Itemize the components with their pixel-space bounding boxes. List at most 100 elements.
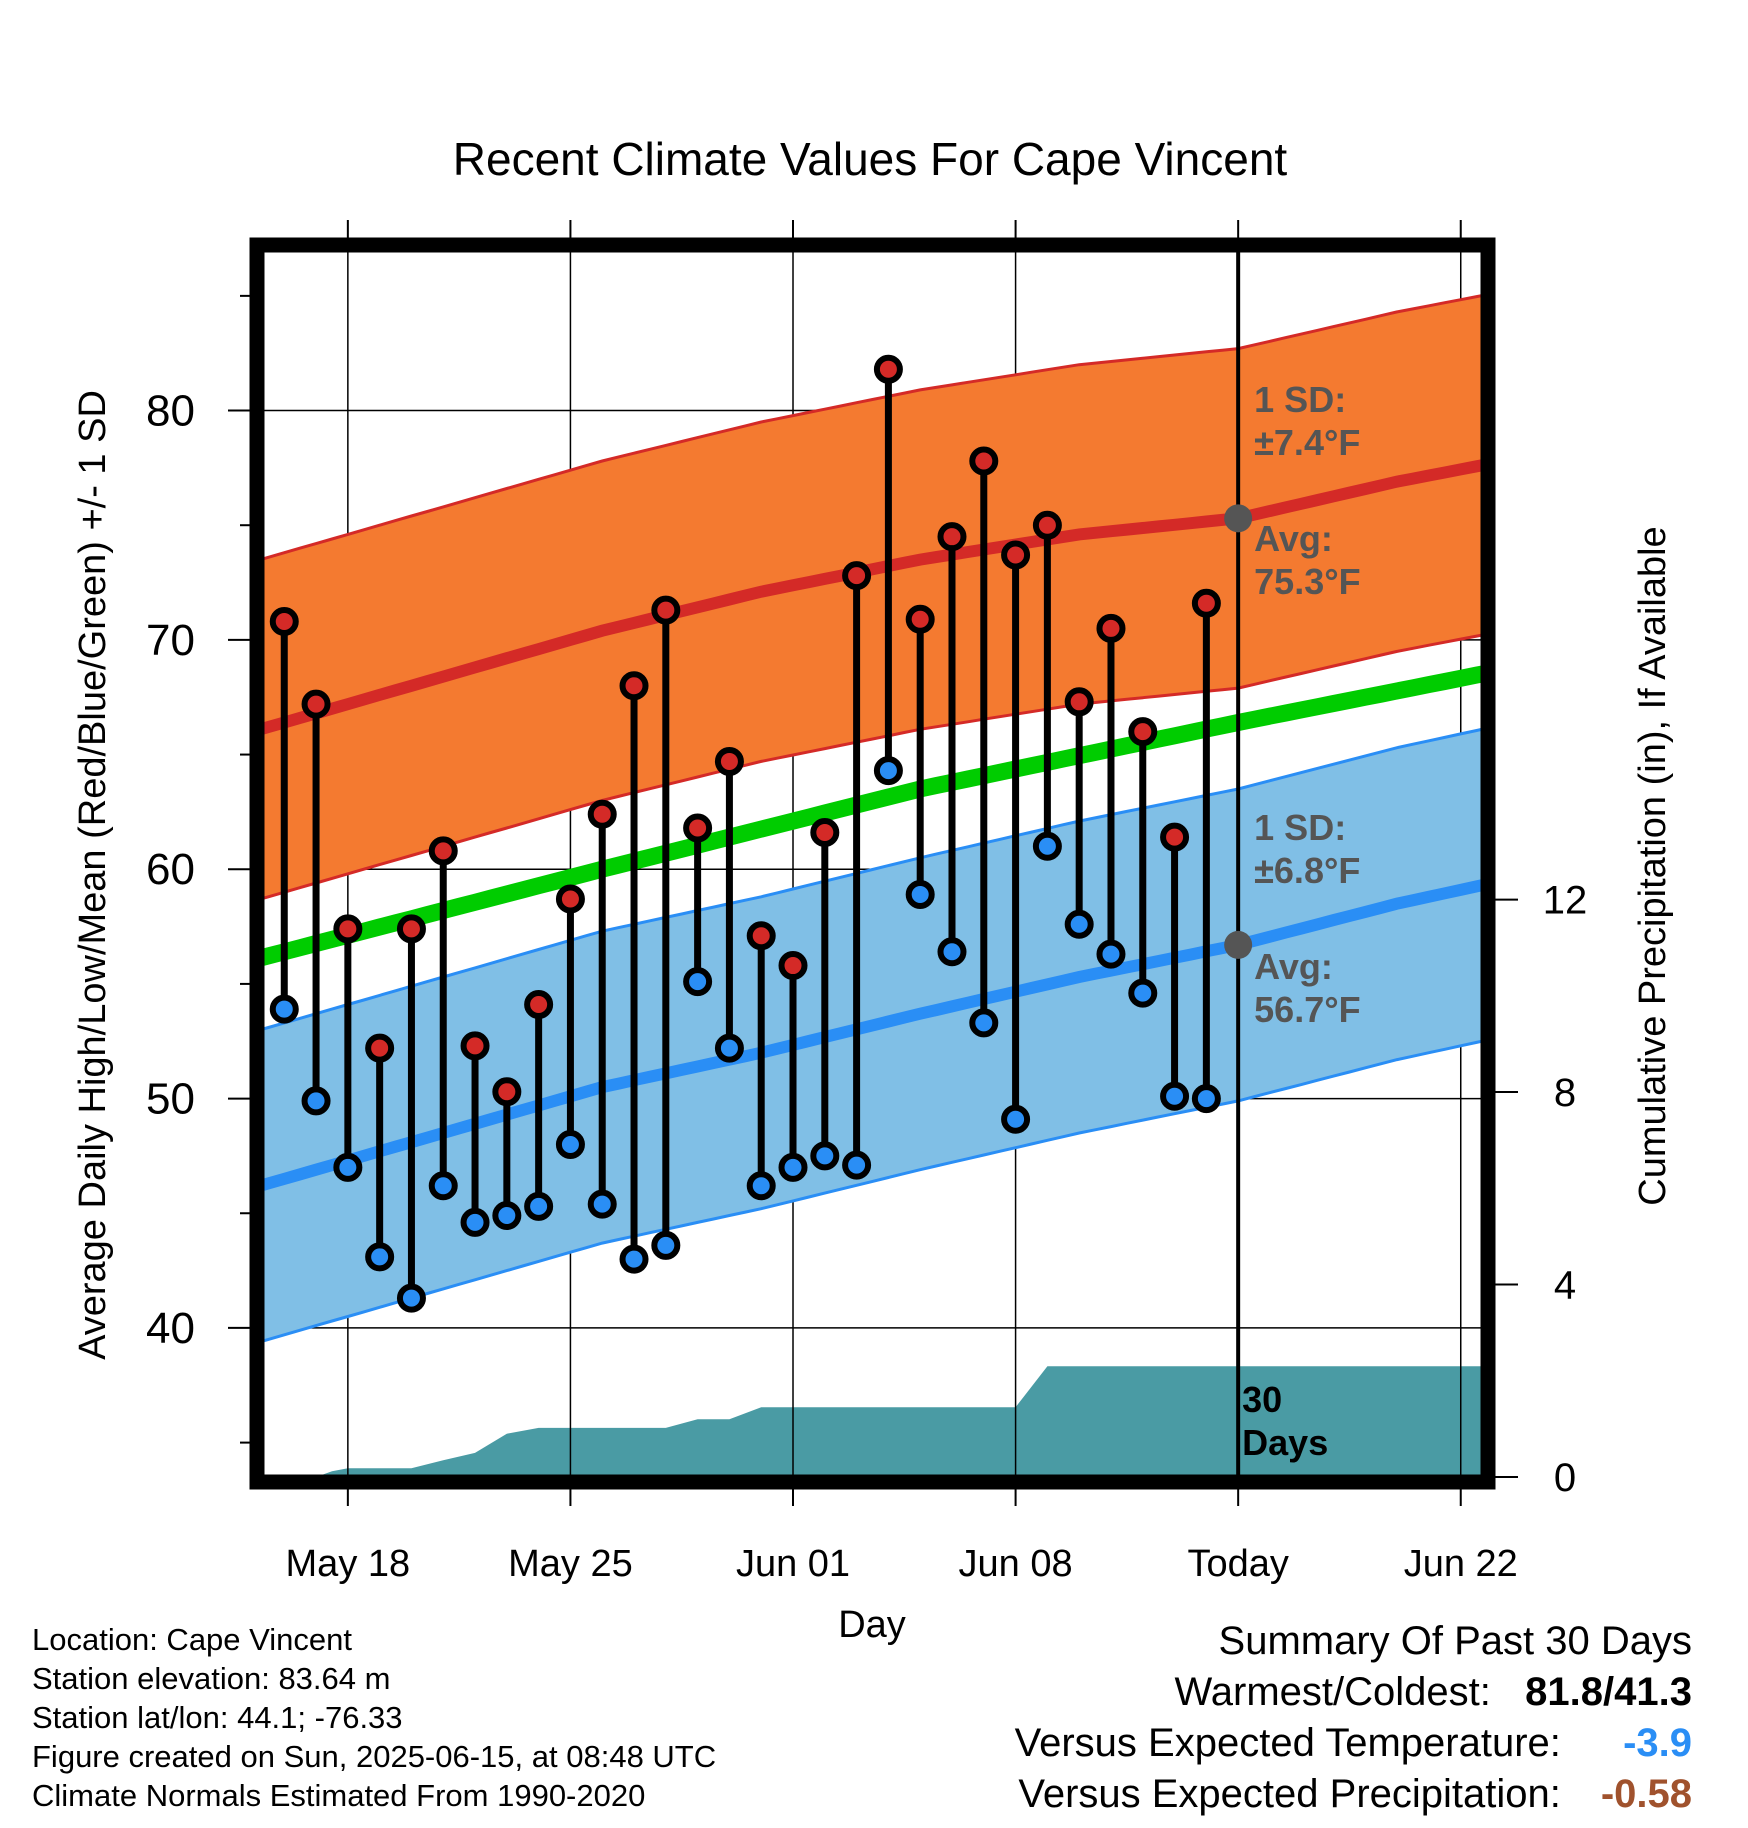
x-axis-label: Day xyxy=(838,1604,906,1646)
daily-low-point xyxy=(1064,909,1094,939)
daily-bar xyxy=(524,990,554,1221)
daily-low-point xyxy=(428,1171,458,1201)
daily-high-point xyxy=(810,818,840,848)
days-label: Days xyxy=(1242,1422,1328,1463)
daily-low-point xyxy=(1191,1084,1221,1114)
daily-low-point xyxy=(524,1191,554,1221)
y2-tick-label: 0 xyxy=(1554,1456,1576,1500)
high-sd-value: ±7.4°F xyxy=(1254,422,1360,463)
y-tick-label: 40 xyxy=(146,1304,195,1353)
daily-bar xyxy=(619,671,649,1274)
daily-high-point xyxy=(1160,822,1190,852)
daily-low-point xyxy=(937,937,967,967)
x-tick-label: Jun 08 xyxy=(959,1543,1073,1585)
daily-high-point xyxy=(269,607,299,637)
temp-value: -3.9 xyxy=(1623,1721,1692,1765)
today-normal-high-point xyxy=(1224,504,1253,533)
warm-cold-label: Warmest/Coldest: xyxy=(1174,1670,1491,1714)
daily-high-point xyxy=(683,813,713,843)
x-tick-label: Jun 01 xyxy=(736,1543,850,1585)
station-info: Location: Cape Vincent Station elevation… xyxy=(32,1620,716,1815)
daily-bar xyxy=(1096,613,1126,969)
normal-high-band xyxy=(262,295,1483,899)
daily-bar xyxy=(746,921,776,1201)
daily-high-point xyxy=(1096,613,1126,643)
summary-precip: Versus Expected Precipitation: -0.58 xyxy=(1015,1769,1692,1820)
daily-low-point xyxy=(1128,978,1158,1008)
daily-high-point xyxy=(778,951,808,981)
x-tick-label: May 25 xyxy=(508,1543,633,1585)
y-tick-label: 70 xyxy=(146,616,195,665)
x-tick-label: May 18 xyxy=(286,1543,411,1585)
daily-bar xyxy=(1001,540,1031,1134)
daily-low-point xyxy=(905,879,935,909)
summary-title: Summary Of Past 30 Days xyxy=(1218,1619,1692,1663)
daily-high-point xyxy=(1064,687,1094,717)
daily-bar xyxy=(365,1033,395,1272)
daily-high-point xyxy=(1191,588,1221,618)
elevation-text: Station elevation: 83.64 m xyxy=(32,1661,391,1696)
daily-bar xyxy=(428,836,458,1201)
low-sd-label: 1 SD: xyxy=(1254,807,1346,848)
daily-bar xyxy=(937,522,967,967)
daily-high-point xyxy=(619,671,649,701)
precipitation-area xyxy=(316,1366,1483,1477)
summary-panel: Summary Of Past 30 Days Warmest/Coldest:… xyxy=(1015,1616,1692,1820)
y2-tick-label: 12 xyxy=(1543,879,1588,923)
x-tick-label: Jun 22 xyxy=(1404,1543,1518,1585)
daily-bar xyxy=(555,884,585,1159)
normal-low-band-lower-edge xyxy=(262,1039,1483,1343)
low-avg-value: 56.7°F xyxy=(1254,989,1360,1030)
y-tick-label: 80 xyxy=(146,387,195,436)
y2-tick-label: 8 xyxy=(1554,1071,1576,1115)
daily-bar xyxy=(1032,510,1062,861)
precip-value: -0.58 xyxy=(1600,1772,1692,1816)
location-text: Location: Cape Vincent xyxy=(32,1622,352,1657)
daily-low-point xyxy=(873,756,903,786)
chart-title: Recent Climate Values For Cape Vincent xyxy=(453,133,1288,185)
daily-low-point xyxy=(810,1141,840,1171)
daily-low-point xyxy=(269,994,299,1024)
daily-low-point xyxy=(842,1150,872,1180)
y2-tick-label: 4 xyxy=(1554,1264,1576,1308)
summary-temp: Versus Expected Temperature: -3.9 xyxy=(1015,1718,1692,1769)
daily-bar xyxy=(683,813,713,997)
y-tick-label: 50 xyxy=(146,1075,195,1124)
daily-high-point xyxy=(1032,510,1062,540)
daily-bar xyxy=(333,914,363,1182)
daily-high-point xyxy=(842,561,872,591)
daily-bar xyxy=(396,914,426,1313)
daily-low-point xyxy=(301,1086,331,1116)
daily-high-point xyxy=(587,799,617,829)
plot-frame xyxy=(249,237,1496,1490)
y2-axis-label: Cumulative Precipitation (in), If Availa… xyxy=(1632,526,1674,1205)
daily-high-point xyxy=(905,604,935,634)
daily-bar xyxy=(492,1077,522,1231)
daily-low-point xyxy=(651,1230,681,1260)
daily-high-point xyxy=(873,354,903,384)
daily-low-point xyxy=(460,1207,490,1237)
daily-bar xyxy=(651,595,681,1260)
daily-low-point xyxy=(714,1033,744,1063)
daily-low-point xyxy=(1160,1081,1190,1111)
daily-high-point xyxy=(396,914,426,944)
warm-cold-value: 81.8/41.3 xyxy=(1525,1670,1692,1714)
precipitation-layer xyxy=(316,1366,1483,1477)
created-text: Figure created on Sun, 2025-06-15, at 08… xyxy=(32,1739,717,1774)
daily-low-point xyxy=(778,1152,808,1182)
daily-low-point xyxy=(1001,1104,1031,1134)
daily-bar xyxy=(269,607,299,1024)
daily-low-point xyxy=(492,1201,522,1231)
plot-border xyxy=(249,237,1496,1490)
daily-bar xyxy=(301,689,331,1116)
daily-low-point xyxy=(1032,831,1062,861)
daily-bar xyxy=(969,446,999,1038)
daily-low-point xyxy=(587,1189,617,1219)
daily-bar xyxy=(842,561,872,1180)
daily-bar xyxy=(1128,717,1158,1008)
daily-high-point xyxy=(746,921,776,951)
daily-bar xyxy=(1064,687,1094,939)
daily-high-point xyxy=(555,884,585,914)
axes: May 18 May 25 Jun 01 Jun 08 Today Jun 2240506… xyxy=(146,220,1587,1585)
